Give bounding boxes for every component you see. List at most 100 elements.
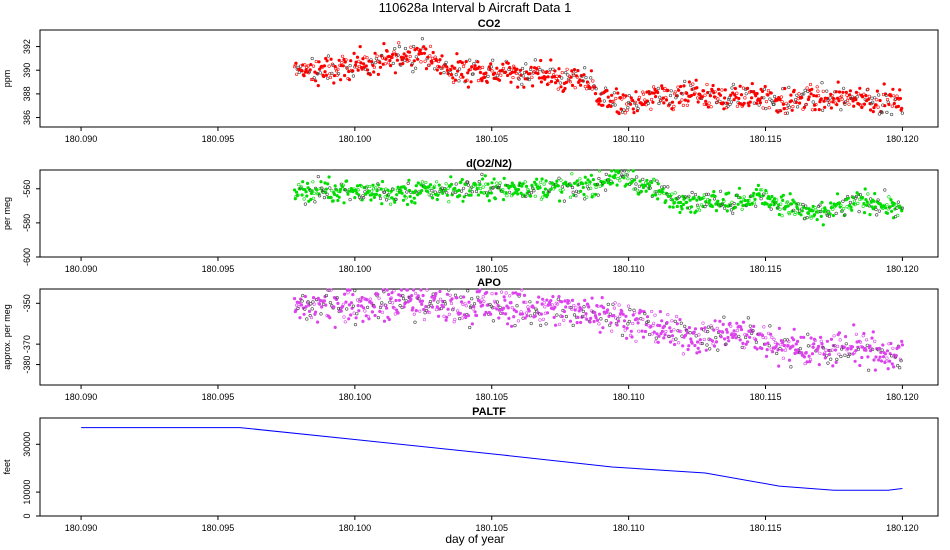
data-point	[612, 91, 617, 95]
data-point	[690, 341, 694, 345]
data-point	[870, 96, 874, 100]
data-point	[847, 102, 851, 106]
data-point	[468, 67, 473, 72]
data-point	[775, 342, 779, 346]
data-point	[403, 46, 408, 51]
data-point	[416, 57, 420, 61]
data-point	[738, 338, 742, 342]
data-point	[323, 181, 327, 185]
data-point	[390, 55, 394, 60]
data-point	[396, 311, 400, 315]
data-point	[686, 347, 690, 352]
data-point	[858, 86, 862, 90]
data-point	[632, 187, 636, 191]
data-point	[504, 70, 508, 74]
data-point	[803, 88, 807, 92]
data-point	[391, 301, 395, 305]
data-point	[570, 172, 574, 176]
data-point	[856, 201, 860, 205]
data-point	[312, 302, 316, 306]
data-point	[668, 326, 672, 330]
data-point	[524, 300, 528, 304]
data-point	[712, 328, 716, 332]
data-point	[378, 309, 382, 314]
data-point	[388, 300, 392, 304]
data-point	[699, 341, 703, 346]
data-point	[627, 319, 631, 324]
data-point	[408, 194, 412, 199]
data-point	[783, 86, 787, 91]
data-point	[877, 112, 882, 116]
data-point	[481, 295, 485, 299]
data-point	[414, 66, 418, 70]
data-point	[399, 288, 404, 292]
data-point	[681, 344, 685, 348]
data-point	[544, 179, 548, 183]
data-point	[690, 190, 694, 195]
data-point	[535, 177, 539, 181]
data-point	[766, 195, 771, 199]
data-point	[376, 72, 381, 76]
data-point	[743, 96, 747, 100]
data-point	[444, 318, 448, 322]
data-point	[409, 45, 413, 49]
data-point	[685, 91, 689, 95]
data-point	[476, 295, 480, 299]
data-point	[478, 300, 483, 304]
data-point	[873, 205, 878, 209]
data-point	[641, 335, 646, 339]
data-point	[612, 306, 617, 310]
data-point	[624, 102, 629, 106]
data-point	[654, 336, 658, 340]
data-point	[634, 90, 638, 94]
data-point	[326, 288, 330, 292]
data-point	[881, 355, 886, 359]
data-point	[501, 311, 505, 315]
data-point	[309, 197, 313, 202]
data-point	[807, 95, 811, 99]
data-point	[478, 186, 483, 191]
data-point	[583, 175, 587, 179]
data-point	[596, 193, 600, 197]
data-point	[374, 192, 379, 196]
y-tick-label: 0	[22, 513, 32, 518]
data-point	[653, 94, 658, 99]
data-point	[348, 198, 352, 202]
data-point	[695, 203, 700, 207]
y-tick-label: 388	[22, 86, 32, 101]
data-point	[519, 310, 523, 314]
data-point	[705, 82, 709, 87]
data-point	[651, 177, 656, 181]
data-point	[489, 312, 493, 316]
y-tick-label: 386	[22, 110, 32, 125]
data-point	[520, 66, 525, 71]
data-point	[471, 72, 475, 76]
data-point	[430, 295, 434, 299]
data-point	[631, 98, 635, 103]
data-point	[887, 195, 891, 199]
data-point	[564, 180, 568, 184]
data-point	[683, 98, 688, 102]
data-point	[603, 188, 608, 192]
data-point	[836, 80, 840, 84]
data-point	[430, 189, 434, 193]
data-point	[876, 198, 880, 202]
data-point	[579, 307, 583, 311]
data-point	[466, 183, 471, 187]
data-point	[854, 349, 858, 353]
data-point	[727, 339, 731, 343]
data-point	[451, 76, 455, 80]
data-point	[802, 355, 807, 359]
data-point	[327, 64, 331, 68]
data-point	[658, 95, 662, 99]
data-point	[483, 313, 487, 317]
data-point	[523, 316, 527, 320]
data-point	[493, 197, 498, 201]
data-point	[659, 98, 663, 102]
data-point	[551, 295, 555, 299]
data-point	[746, 316, 750, 320]
data-point	[761, 106, 765, 110]
data-point	[555, 179, 559, 183]
data-point	[368, 297, 372, 301]
